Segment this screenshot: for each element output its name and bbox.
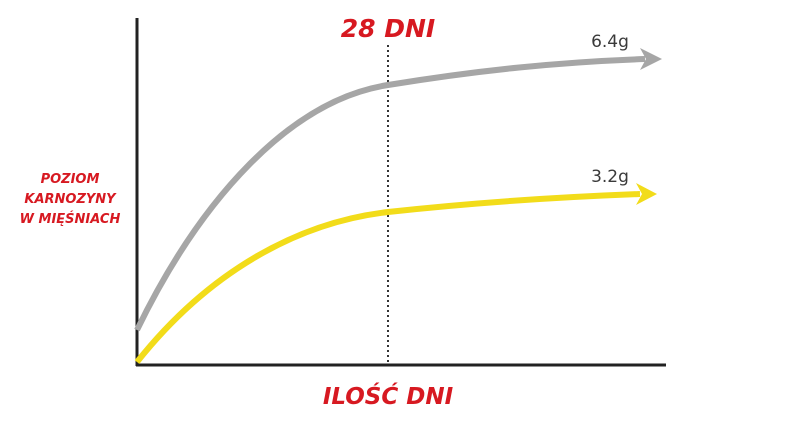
- y-label: KARNOZYNY: [24, 192, 117, 207]
- curve-label: 3.2g: [591, 167, 629, 187]
- gray-curve: [134, 56, 646, 332]
- x-label: ILOŚĆ DNI: [323, 382, 454, 410]
- y-label: POZIOM: [41, 172, 100, 187]
- yellow-arrowhead: [636, 183, 657, 205]
- yellow-curve: [134, 191, 641, 364]
- y-label: W MIĘŚNIACH: [20, 211, 121, 227]
- gray-arrowhead: [640, 48, 662, 70]
- annotation: 28 DNI: [341, 14, 435, 43]
- curve-label: 6.4g: [591, 32, 629, 52]
